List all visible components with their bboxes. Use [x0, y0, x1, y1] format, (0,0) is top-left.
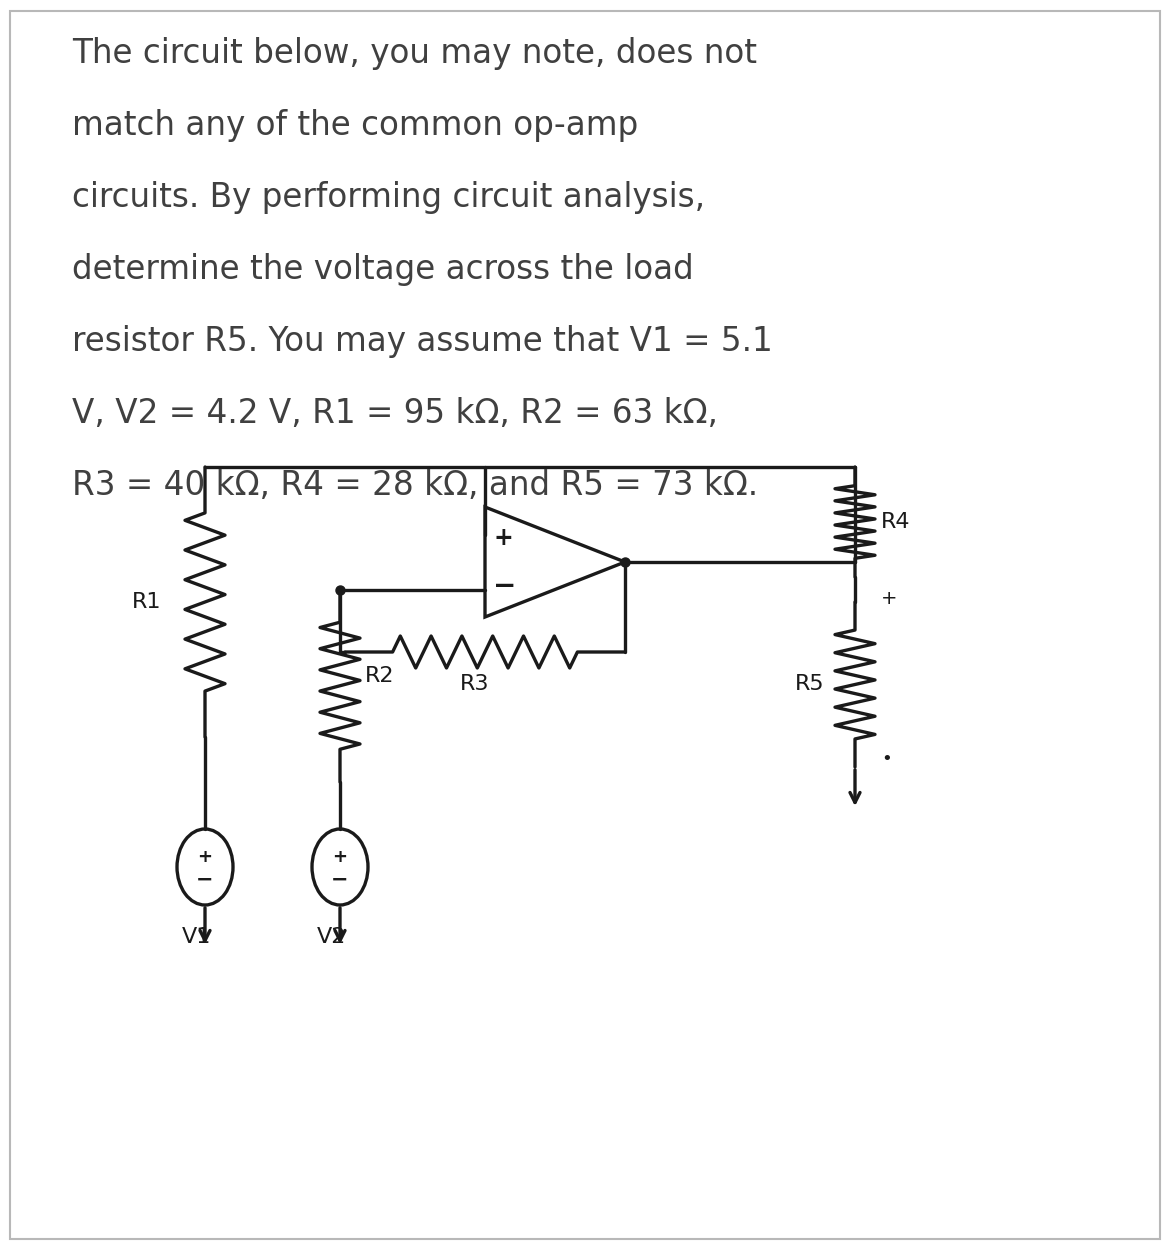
- Text: −: −: [331, 870, 349, 890]
- Text: V1: V1: [183, 927, 212, 946]
- Text: R4: R4: [881, 513, 910, 532]
- Text: V, V2 = 4.2 V, R1 = 95 kΩ, R2 = 63 kΩ,: V, V2 = 4.2 V, R1 = 95 kΩ, R2 = 63 kΩ,: [73, 397, 718, 430]
- Text: +: +: [198, 848, 213, 865]
- Text: •: •: [881, 749, 892, 768]
- Text: R5: R5: [794, 675, 825, 695]
- Text: R1: R1: [131, 592, 161, 612]
- Text: +: +: [493, 526, 512, 550]
- Text: R3: R3: [460, 673, 490, 695]
- Text: −: −: [493, 572, 516, 600]
- Text: R3 = 40 kΩ, R4 = 28 kΩ, and R5 = 73 kΩ.: R3 = 40 kΩ, R4 = 28 kΩ, and R5 = 73 kΩ.: [73, 469, 758, 503]
- Text: V2: V2: [317, 927, 346, 946]
- Text: +: +: [332, 848, 347, 865]
- Text: R2: R2: [365, 666, 394, 686]
- Text: +: +: [881, 590, 897, 609]
- Text: The circuit below, you may note, does not: The circuit below, you may note, does no…: [73, 37, 757, 70]
- Text: −: −: [197, 870, 214, 890]
- Text: match any of the common op-amp: match any of the common op-amp: [73, 108, 639, 142]
- Text: determine the voltage across the load: determine the voltage across the load: [73, 253, 694, 286]
- Text: resistor R5. You may assume that V1 = 5.1: resistor R5. You may assume that V1 = 5.…: [73, 325, 772, 358]
- Text: circuits. By performing circuit analysis,: circuits. By performing circuit analysis…: [73, 181, 706, 214]
